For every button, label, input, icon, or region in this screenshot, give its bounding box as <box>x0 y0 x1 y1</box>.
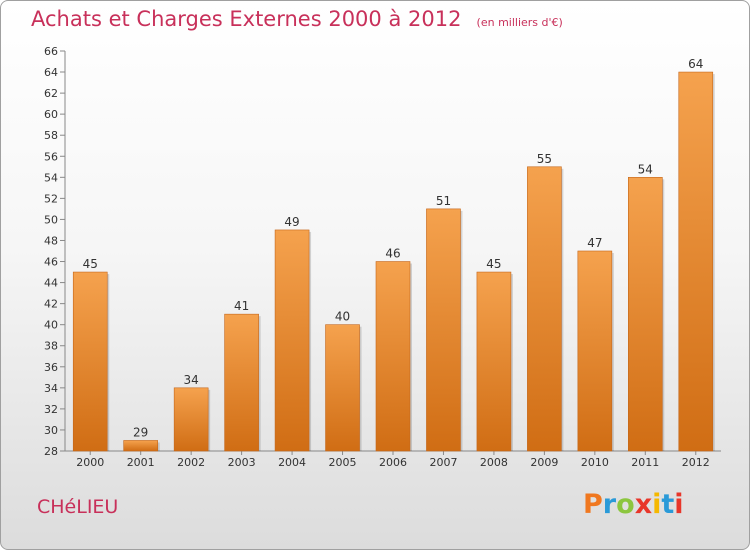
value-label-2012: 64 <box>688 57 703 71</box>
logo-letter: r <box>602 489 617 520</box>
chart-unit: (en milliers d'€) <box>476 16 563 29</box>
bar-2007 <box>426 208 461 452</box>
bars: 45 29 34 41 49 40 46 51 45 55 47 54 64 <box>72 57 715 452</box>
chart-title: Achats et Charges Externes 2000 à 2012 <box>31 7 462 31</box>
x-tick-label-2001: 2001 <box>127 456 155 469</box>
x-tick-label-2006: 2006 <box>379 456 407 469</box>
logo-letter: i <box>652 489 662 520</box>
value-label-2005: 40 <box>335 310 350 324</box>
y-tick-label: 44 <box>44 277 58 290</box>
value-label-2003: 41 <box>234 299 249 313</box>
y-tick-label: 58 <box>44 129 58 142</box>
bar-2011 <box>628 177 663 452</box>
value-label-2007: 51 <box>436 194 451 208</box>
y-tick-label: 28 <box>44 445 58 458</box>
x-tick-label-2005: 2005 <box>329 456 357 469</box>
logo-letter: i <box>674 489 684 520</box>
y-tick-label: 54 <box>44 171 58 184</box>
y-tick-label: 62 <box>44 87 58 100</box>
bar-2002 <box>173 387 209 452</box>
value-label-2009: 55 <box>537 152 552 166</box>
value-label-2011: 54 <box>638 162 653 176</box>
y-tick-label: 38 <box>44 340 58 353</box>
bar-2009 <box>527 166 562 452</box>
y-tick-label: 52 <box>44 192 58 205</box>
x-tick-label-2012: 2012 <box>682 456 710 469</box>
y-tick-label: 32 <box>44 403 58 416</box>
y-tick-label: 34 <box>44 382 58 395</box>
x-tick-label-2011: 2011 <box>631 456 659 469</box>
bar-2000 <box>72 271 108 452</box>
bar-2004 <box>274 229 310 452</box>
logo-letter: x <box>634 489 653 520</box>
y-tick-label: 48 <box>44 234 58 247</box>
value-label-2008: 45 <box>486 257 501 271</box>
y-tick-label: 30 <box>44 424 58 437</box>
value-label-2010: 47 <box>587 236 602 250</box>
axes: 28 30 32 34 36 38 40 42 44 46 48 50 52 54 56 58 60 62 64 66… <box>44 45 721 469</box>
bar-2001 <box>123 440 158 452</box>
x-tick-label-2008: 2008 <box>480 456 508 469</box>
logo-letter: o <box>616 489 635 520</box>
value-label-2002: 34 <box>184 373 199 387</box>
logo-letter: t <box>661 489 675 520</box>
commune-name: CHéLIEU <box>37 496 119 518</box>
x-tick-label-2004: 2004 <box>278 456 306 469</box>
bar-2008 <box>476 271 512 452</box>
y-tick-label: 66 <box>44 45 58 58</box>
y-tick-label: 64 <box>44 66 58 79</box>
x-tick-label-2000: 2000 <box>76 456 104 469</box>
value-label-2001: 29 <box>133 425 148 439</box>
x-tick-label-2007: 2007 <box>429 456 457 469</box>
bar-2010 <box>577 250 613 452</box>
logo-letter: P <box>583 489 603 520</box>
x-tick-label-2002: 2002 <box>177 456 205 469</box>
proxiti-logo: Proxiti <box>583 489 684 520</box>
y-tick-label: 42 <box>44 298 58 311</box>
bar-2003 <box>224 313 259 452</box>
value-label-2006: 46 <box>385 247 400 261</box>
value-label-2000: 45 <box>83 257 98 271</box>
bar-2006 <box>375 261 411 452</box>
value-label-2004: 49 <box>284 215 299 229</box>
y-tick-label: 50 <box>44 213 58 226</box>
bar-2012 <box>678 71 714 452</box>
x-tick-label-2009: 2009 <box>530 456 558 469</box>
bar-2005 <box>325 324 360 452</box>
y-tick-label: 36 <box>44 361 58 374</box>
y-tick-label: 60 <box>44 108 58 121</box>
y-tick-label: 46 <box>44 256 58 269</box>
title-block: Achats et Charges Externes 2000 à 2012 (… <box>31 7 563 31</box>
y-tick-label: 40 <box>44 319 58 332</box>
x-tick-label-2010: 2010 <box>581 456 609 469</box>
x-tick-label-2003: 2003 <box>228 456 256 469</box>
y-tick-label: 56 <box>44 150 58 163</box>
